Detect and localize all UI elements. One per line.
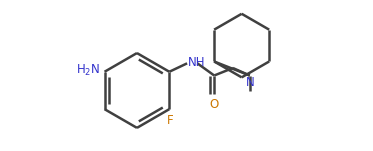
Text: N: N — [246, 76, 255, 89]
Text: NH: NH — [188, 56, 206, 69]
Text: O: O — [210, 98, 219, 111]
Text: H$_2$N: H$_2$N — [76, 63, 100, 78]
Text: F: F — [167, 114, 173, 127]
